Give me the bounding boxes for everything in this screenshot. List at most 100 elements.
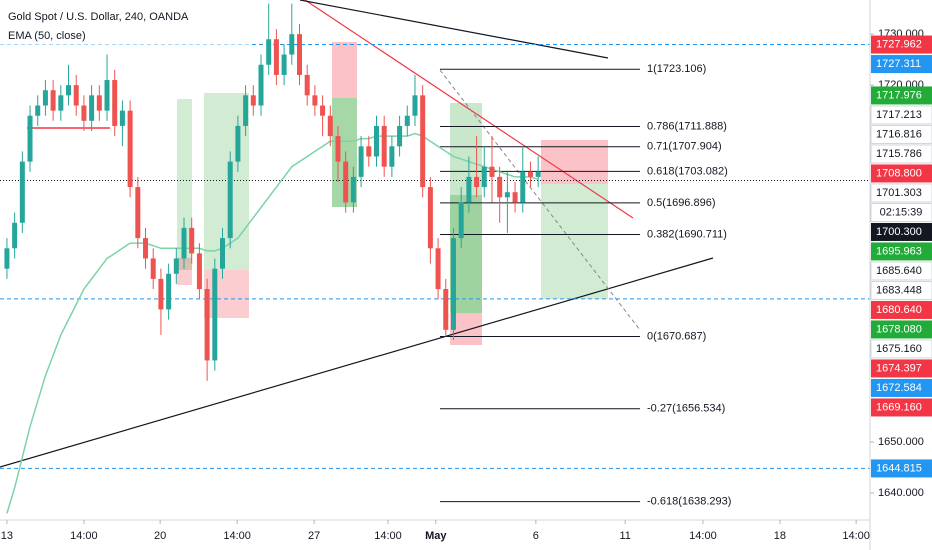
candle-body (58, 95, 64, 111)
legend-backdrop (0, 0, 250, 46)
y-tick-label: 1650.000 (878, 436, 924, 448)
candle-body (450, 238, 456, 330)
candle-body (504, 192, 510, 198)
candle-body (458, 202, 464, 239)
candle-body (250, 95, 256, 106)
trend-line (0, 257, 714, 468)
candle-body (327, 115, 333, 137)
candle-body (366, 146, 372, 157)
candle-body (373, 125, 379, 157)
candle-body (119, 110, 125, 126)
candle-body (112, 80, 118, 126)
indicator-label: EMA (50, close) (8, 30, 86, 42)
price-tag-label: 1727.311 (876, 58, 921, 70)
profit-zone (177, 99, 192, 270)
price-tag-label: 1701.303 (876, 187, 922, 199)
price-tag-label: 1700.300 (876, 226, 922, 238)
candle-body (312, 95, 318, 106)
price-tag (871, 378, 932, 397)
candle-body (258, 64, 264, 106)
candle-body (166, 273, 172, 310)
fib-label: 0.786(1711.888) (647, 120, 727, 132)
candle-body (535, 171, 541, 177)
fib-label: 0.71(1707.904) (647, 141, 722, 153)
price-tag (871, 359, 932, 378)
candle-body (12, 222, 18, 249)
candle-body (273, 39, 279, 75)
candle-body (443, 289, 449, 330)
price-tag (870, 183, 932, 203)
x-tick-label: 11 (619, 530, 630, 542)
price-tag (871, 55, 932, 74)
candle-body (66, 85, 72, 96)
candle-body (35, 105, 41, 116)
price-tag-label: 1695.963 (876, 245, 922, 257)
countdown: 02:15:39 (880, 206, 923, 218)
price-tag-label: 1675.160 (876, 343, 922, 355)
candle-body (89, 95, 95, 121)
price-tag (870, 339, 932, 359)
plot-area: 1(1723.106) 0.786(1711.888) 0.71(1707.904)… (0, 3, 870, 514)
fib-label: 0.5(1696.896) (647, 197, 716, 209)
candle-body (350, 176, 356, 203)
candle-body (281, 54, 287, 75)
candle-body (404, 115, 410, 126)
price-tag (870, 280, 932, 300)
price-tag (871, 242, 932, 261)
price-tag (871, 459, 932, 478)
candle-body (81, 105, 87, 121)
x-tick-label: 20 (154, 530, 166, 542)
price-tag-label: 1680.640 (876, 304, 922, 316)
price-tag-label: 1715.786 (876, 148, 922, 160)
fib-label: 1(1723.106) (647, 63, 706, 75)
price-tag (870, 105, 932, 125)
price-tag-label: 1716.816 (876, 128, 922, 140)
candle-body (335, 136, 341, 162)
candle-body (489, 166, 495, 177)
candle-body (196, 253, 202, 290)
candle-body (358, 146, 364, 177)
profit-zone (541, 184, 608, 299)
candle-body (227, 161, 233, 239)
price-tag-label: 1727.962 (876, 38, 922, 50)
candle-body (497, 176, 503, 198)
candle-body (96, 95, 102, 111)
chart-title: Gold Spot / U.S. Dollar, 240, OANDA (8, 11, 189, 23)
loss-zone (332, 42, 357, 98)
price-tag-label: 1644.815 (876, 462, 922, 474)
candle-body (4, 248, 10, 269)
x-tick-label: May (425, 530, 447, 542)
x-tick-label: 27 (308, 530, 320, 542)
fib-label: 0.382(1690.711) (647, 228, 727, 240)
candle-body (127, 110, 133, 188)
x-tick-label: 14:00 (70, 530, 98, 542)
price-tag-label: 1717.976 (876, 89, 922, 101)
price-tag-label: 1669.160 (876, 401, 922, 413)
candle-body (343, 161, 349, 203)
fib-label: 0.618(1703.082) (647, 165, 728, 177)
price-tag (871, 222, 932, 241)
candle-body (320, 105, 326, 116)
candle-body (158, 278, 164, 310)
candle-body (512, 192, 518, 203)
candle-body (104, 80, 110, 111)
loss-zone (204, 270, 249, 318)
fib-label: 0(1670.687) (647, 330, 706, 342)
candle-body (204, 289, 210, 361)
candle-body (474, 176, 480, 188)
candle-body (481, 166, 487, 188)
candle-body (296, 34, 302, 75)
price-tag (870, 144, 932, 164)
candle-body (173, 258, 179, 274)
candle-body (42, 90, 48, 106)
price-tag-label: 1683.448 (876, 284, 922, 296)
price-tag (871, 300, 932, 319)
price-tag-label: 1685.640 (876, 265, 922, 277)
x-tick-label: 13 (1, 530, 13, 542)
candle-body (435, 248, 441, 290)
candle-body (189, 227, 195, 254)
price-tag (871, 320, 932, 339)
price-tag-label: 1708.800 (876, 167, 922, 179)
candle-body (381, 125, 387, 167)
candle-body (304, 74, 310, 96)
